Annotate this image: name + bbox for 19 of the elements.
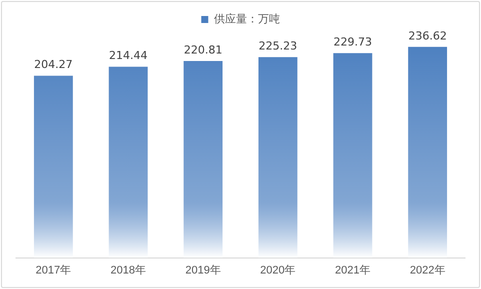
bar xyxy=(108,66,148,258)
x-tick-label: 2017年 xyxy=(36,264,72,276)
legend-label: 供应量：万吨 xyxy=(214,12,280,26)
bar xyxy=(333,53,372,258)
bar xyxy=(34,76,73,258)
data-label: 229.73 xyxy=(334,35,372,48)
bar xyxy=(184,61,223,258)
x-tick-label: 2019年 xyxy=(185,264,221,276)
x-tick-label: 2020年 xyxy=(260,264,296,276)
data-label: 225.23 xyxy=(258,39,298,52)
x-tick-label: 2021年 xyxy=(335,264,370,276)
data-label: 236.62 xyxy=(408,29,447,42)
data-label: 204.27 xyxy=(34,58,73,72)
data-label: 220.81 xyxy=(184,43,222,56)
bar xyxy=(408,46,448,258)
data-label: 214.44 xyxy=(109,49,148,62)
x-tick-label: 2018年 xyxy=(110,264,146,276)
bar xyxy=(258,57,298,258)
x-tick-label: 2022年 xyxy=(410,264,446,276)
